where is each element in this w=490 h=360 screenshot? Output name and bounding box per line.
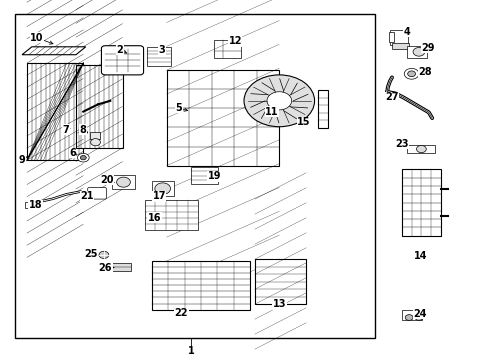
- Text: 1: 1: [188, 346, 195, 356]
- Polygon shape: [22, 47, 86, 55]
- Circle shape: [99, 251, 109, 258]
- Text: 14: 14: [414, 251, 427, 261]
- Circle shape: [416, 145, 426, 153]
- Circle shape: [413, 48, 425, 56]
- Text: 23: 23: [395, 139, 409, 149]
- Circle shape: [404, 68, 419, 79]
- Bar: [152, 261, 250, 310]
- Text: 3: 3: [158, 45, 165, 55]
- Bar: [402, 169, 441, 236]
- Bar: [145, 200, 198, 230]
- Text: 13: 13: [272, 299, 286, 309]
- Bar: [90, 132, 100, 139]
- Text: 12: 12: [228, 36, 242, 46]
- Bar: [191, 167, 218, 184]
- Circle shape: [80, 156, 86, 160]
- Text: 29: 29: [421, 42, 435, 53]
- Circle shape: [77, 153, 89, 162]
- Text: 18: 18: [29, 200, 43, 210]
- Circle shape: [91, 139, 100, 146]
- Text: 15: 15: [297, 117, 311, 127]
- Bar: [389, 32, 394, 42]
- Text: 20: 20: [100, 175, 114, 185]
- Text: 26: 26: [98, 263, 112, 273]
- Text: 25: 25: [84, 249, 98, 259]
- Text: 6: 6: [69, 148, 76, 158]
- Circle shape: [405, 315, 413, 320]
- Bar: [402, 310, 422, 320]
- Text: 9: 9: [19, 155, 25, 165]
- Bar: [214, 40, 241, 58]
- Circle shape: [117, 177, 130, 187]
- Bar: [255, 259, 306, 304]
- Text: 10: 10: [30, 33, 44, 43]
- Text: 22: 22: [174, 308, 188, 318]
- Text: 16: 16: [147, 213, 161, 223]
- Bar: [112, 175, 135, 189]
- Text: 24: 24: [414, 309, 427, 319]
- Bar: [112, 263, 131, 271]
- Text: 17: 17: [152, 191, 166, 201]
- Bar: [392, 43, 409, 49]
- Bar: [167, 70, 279, 166]
- Text: 27: 27: [385, 92, 399, 102]
- Text: 7: 7: [63, 125, 70, 135]
- Bar: [407, 46, 427, 58]
- Text: 21: 21: [80, 191, 94, 201]
- Bar: [27, 63, 83, 160]
- Bar: [24, 202, 33, 208]
- Bar: [407, 145, 435, 153]
- Bar: [318, 90, 328, 128]
- FancyBboxPatch shape: [101, 46, 144, 75]
- Text: 11: 11: [265, 107, 279, 117]
- Circle shape: [244, 75, 315, 127]
- Bar: [390, 30, 408, 45]
- Text: 2: 2: [117, 45, 123, 55]
- Text: 8: 8: [80, 125, 87, 135]
- Text: 4: 4: [403, 27, 410, 37]
- Circle shape: [415, 315, 423, 320]
- Bar: [76, 65, 122, 148]
- Text: 5: 5: [175, 103, 182, 113]
- Circle shape: [155, 183, 171, 194]
- Bar: [152, 181, 174, 196]
- Circle shape: [408, 71, 416, 77]
- Text: 19: 19: [208, 171, 221, 181]
- Text: 28: 28: [418, 67, 432, 77]
- Circle shape: [267, 92, 292, 110]
- Bar: [15, 14, 375, 338]
- Bar: [147, 47, 171, 66]
- FancyBboxPatch shape: [88, 188, 106, 199]
